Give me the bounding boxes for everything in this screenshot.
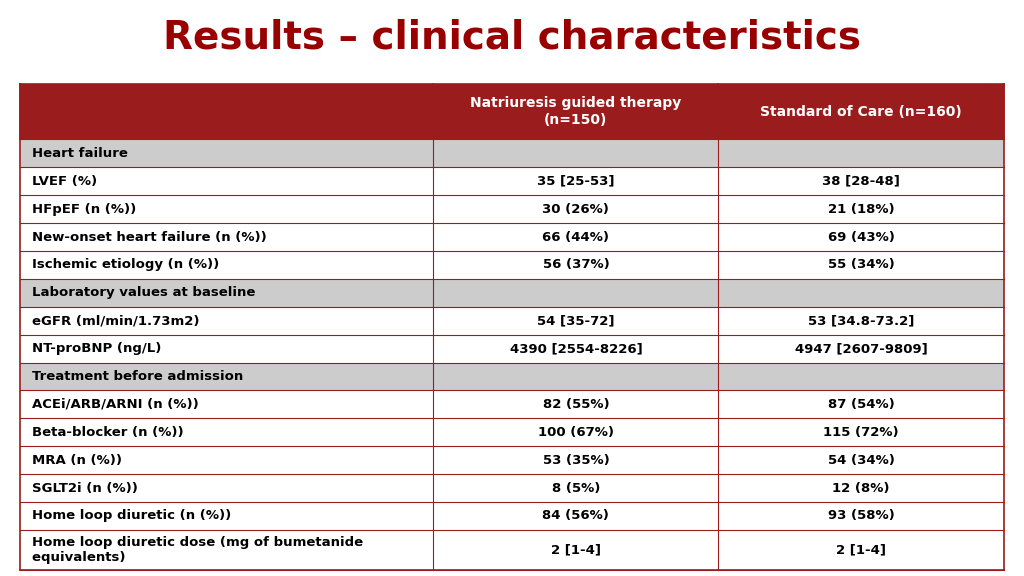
Text: Standard of Care (n=160): Standard of Care (n=160) xyxy=(760,104,962,119)
FancyBboxPatch shape xyxy=(433,195,719,223)
Text: 53 [34.8-73.2]: 53 [34.8-73.2] xyxy=(808,314,914,327)
FancyBboxPatch shape xyxy=(20,307,433,335)
FancyBboxPatch shape xyxy=(433,530,719,570)
FancyBboxPatch shape xyxy=(20,362,433,391)
FancyBboxPatch shape xyxy=(433,84,719,139)
Text: 2 [1-4]: 2 [1-4] xyxy=(836,544,886,556)
Text: 35 [25-53]: 35 [25-53] xyxy=(538,175,614,188)
Text: Treatment before admission: Treatment before admission xyxy=(33,370,244,383)
FancyBboxPatch shape xyxy=(719,279,1004,307)
FancyBboxPatch shape xyxy=(719,530,1004,570)
Text: HFpEF (n (%)): HFpEF (n (%)) xyxy=(33,203,145,215)
FancyBboxPatch shape xyxy=(433,279,719,307)
Text: 38 [28-48]: 38 [28-48] xyxy=(822,175,900,188)
Text: NT-proBNP (ng/L): NT-proBNP (ng/L) xyxy=(33,342,171,355)
Text: 115 (72%): 115 (72%) xyxy=(823,426,899,439)
FancyBboxPatch shape xyxy=(20,84,433,139)
FancyBboxPatch shape xyxy=(20,418,433,446)
Text: 87 (54%): 87 (54%) xyxy=(827,398,894,411)
FancyBboxPatch shape xyxy=(719,223,1004,251)
Text: Ischemic etiology (n (%)): Ischemic etiology (n (%)) xyxy=(33,259,228,271)
Text: 54 (34%): 54 (34%) xyxy=(827,454,894,467)
Text: Laboratory values at baseline: Laboratory values at baseline xyxy=(33,286,256,300)
FancyBboxPatch shape xyxy=(433,251,719,279)
FancyBboxPatch shape xyxy=(20,474,433,502)
FancyBboxPatch shape xyxy=(433,223,719,251)
FancyBboxPatch shape xyxy=(719,446,1004,474)
FancyBboxPatch shape xyxy=(433,391,719,418)
Text: 8 (5%): 8 (5%) xyxy=(552,482,600,495)
FancyBboxPatch shape xyxy=(433,335,719,362)
FancyBboxPatch shape xyxy=(20,502,433,530)
Text: 53 (35%): 53 (35%) xyxy=(543,454,609,467)
FancyBboxPatch shape xyxy=(719,139,1004,168)
FancyBboxPatch shape xyxy=(20,530,433,570)
FancyBboxPatch shape xyxy=(719,391,1004,418)
Text: 54 [35-72]: 54 [35-72] xyxy=(538,314,614,327)
FancyBboxPatch shape xyxy=(20,391,433,418)
FancyBboxPatch shape xyxy=(719,168,1004,195)
Text: MRA (n (%)): MRA (n (%)) xyxy=(33,454,131,467)
Text: eGFR (ml/min/1.73m2): eGFR (ml/min/1.73m2) xyxy=(33,314,209,327)
Text: 30 (26%): 30 (26%) xyxy=(543,203,609,215)
Text: 4947 [2607-9809]: 4947 [2607-9809] xyxy=(795,342,928,355)
FancyBboxPatch shape xyxy=(433,307,719,335)
FancyBboxPatch shape xyxy=(433,418,719,446)
Text: 21 (18%): 21 (18%) xyxy=(827,203,894,215)
Text: 2 [1-4]: 2 [1-4] xyxy=(551,544,601,556)
Text: Natriuresis guided therapy
(n=150): Natriuresis guided therapy (n=150) xyxy=(470,96,682,127)
FancyBboxPatch shape xyxy=(433,474,719,502)
Text: 100 (67%): 100 (67%) xyxy=(538,426,614,439)
FancyBboxPatch shape xyxy=(20,139,433,168)
FancyBboxPatch shape xyxy=(719,502,1004,530)
Text: Beta-blocker (n (%)): Beta-blocker (n (%)) xyxy=(33,426,194,439)
Text: Home loop diuretic (n (%)): Home loop diuretic (n (%)) xyxy=(33,509,241,522)
FancyBboxPatch shape xyxy=(433,502,719,530)
Text: 4390 [2554-8226]: 4390 [2554-8226] xyxy=(510,342,642,355)
Text: 82 (55%): 82 (55%) xyxy=(543,398,609,411)
FancyBboxPatch shape xyxy=(433,362,719,391)
FancyBboxPatch shape xyxy=(719,307,1004,335)
Text: 84 (56%): 84 (56%) xyxy=(543,509,609,522)
Text: Heart failure: Heart failure xyxy=(33,147,128,160)
FancyBboxPatch shape xyxy=(433,139,719,168)
Text: 55 (34%): 55 (34%) xyxy=(827,259,894,271)
FancyBboxPatch shape xyxy=(20,251,433,279)
FancyBboxPatch shape xyxy=(20,446,433,474)
FancyBboxPatch shape xyxy=(20,195,433,223)
FancyBboxPatch shape xyxy=(719,474,1004,502)
FancyBboxPatch shape xyxy=(719,251,1004,279)
Text: LVEF (%): LVEF (%) xyxy=(33,175,97,188)
FancyBboxPatch shape xyxy=(20,223,433,251)
Text: 69 (43%): 69 (43%) xyxy=(827,230,894,244)
Text: 12 (8%): 12 (8%) xyxy=(833,482,890,495)
FancyBboxPatch shape xyxy=(719,195,1004,223)
FancyBboxPatch shape xyxy=(433,168,719,195)
Text: 66 (44%): 66 (44%) xyxy=(543,230,609,244)
Text: ACEi/ARB/ARNI (n (%)): ACEi/ARB/ARNI (n (%)) xyxy=(33,398,208,411)
FancyBboxPatch shape xyxy=(719,362,1004,391)
FancyBboxPatch shape xyxy=(20,335,433,362)
Text: 56 (37%): 56 (37%) xyxy=(543,259,609,271)
Text: New-onset heart failure (n (%)): New-onset heart failure (n (%)) xyxy=(33,230,276,244)
FancyBboxPatch shape xyxy=(20,168,433,195)
FancyBboxPatch shape xyxy=(719,418,1004,446)
Text: 93 (58%): 93 (58%) xyxy=(827,509,894,522)
Text: SGLT2i (n (%)): SGLT2i (n (%)) xyxy=(33,482,147,495)
FancyBboxPatch shape xyxy=(20,279,433,307)
Text: Home loop diuretic dose (mg of bumetanide
equivalents): Home loop diuretic dose (mg of bumetanid… xyxy=(33,536,364,564)
FancyBboxPatch shape xyxy=(719,335,1004,362)
FancyBboxPatch shape xyxy=(433,446,719,474)
FancyBboxPatch shape xyxy=(719,84,1004,139)
Text: Results – clinical characteristics: Results – clinical characteristics xyxy=(163,18,861,56)
